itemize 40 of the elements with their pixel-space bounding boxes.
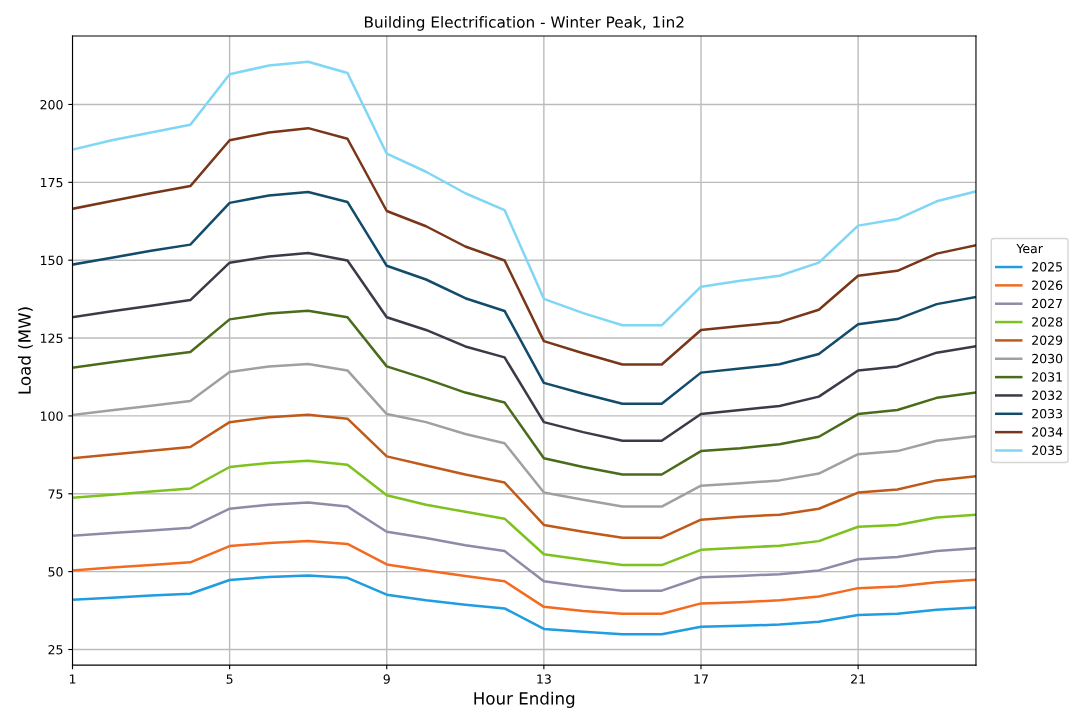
y-axis-title: Load (MW) xyxy=(17,307,33,394)
legend-title: Year xyxy=(1016,243,1043,254)
legend-label: 2026 xyxy=(1032,280,1063,290)
chart-title: Building Electrification - Winter Peak, 1in2 xyxy=(364,16,684,31)
legend-label: 2032 xyxy=(1032,390,1062,401)
x-tick-label: 9 xyxy=(383,674,390,684)
x-tick-label: 17 xyxy=(694,674,708,684)
y-tick-label: 150 xyxy=(40,255,63,266)
legend-label: 2035 xyxy=(1032,445,1062,456)
x-tick-label: 21 xyxy=(851,674,865,684)
line-series xyxy=(72,413,976,539)
line-series xyxy=(72,574,976,636)
line-series xyxy=(72,60,976,327)
line-series xyxy=(72,362,976,508)
x-axis-title: Hour Ending xyxy=(474,691,575,708)
y-tick-label: 200 xyxy=(40,99,63,110)
line-series xyxy=(72,459,976,567)
line-series xyxy=(72,539,976,615)
x-tick-label: 5 xyxy=(226,674,233,684)
legend-label: 2030 xyxy=(1032,353,1063,364)
y-tick-label: 125 xyxy=(40,333,63,343)
y-tick-label: 75 xyxy=(48,489,63,499)
line-series xyxy=(72,126,976,366)
line-series xyxy=(72,501,976,592)
x-tick-label: 13 xyxy=(537,674,551,684)
legend-label: 2034 xyxy=(1032,427,1063,437)
line-series xyxy=(72,309,976,476)
legend-label: 2033 xyxy=(1032,408,1063,419)
line-series xyxy=(72,251,976,443)
legend-label: 2029 xyxy=(1032,335,1063,345)
legend-label: 2028 xyxy=(1032,317,1063,327)
y-tick-label: 25 xyxy=(48,644,63,655)
x-tick-label: 1 xyxy=(69,674,76,684)
legend-label: 2025 xyxy=(1032,262,1062,272)
y-tick-label: 175 xyxy=(40,177,63,188)
y-tick-label: 100 xyxy=(40,411,63,421)
y-tick-label: 50 xyxy=(48,567,63,577)
legend-label: 2027 xyxy=(1032,298,1062,309)
legend-label: 2031 xyxy=(1032,372,1062,382)
line-series xyxy=(72,190,976,406)
